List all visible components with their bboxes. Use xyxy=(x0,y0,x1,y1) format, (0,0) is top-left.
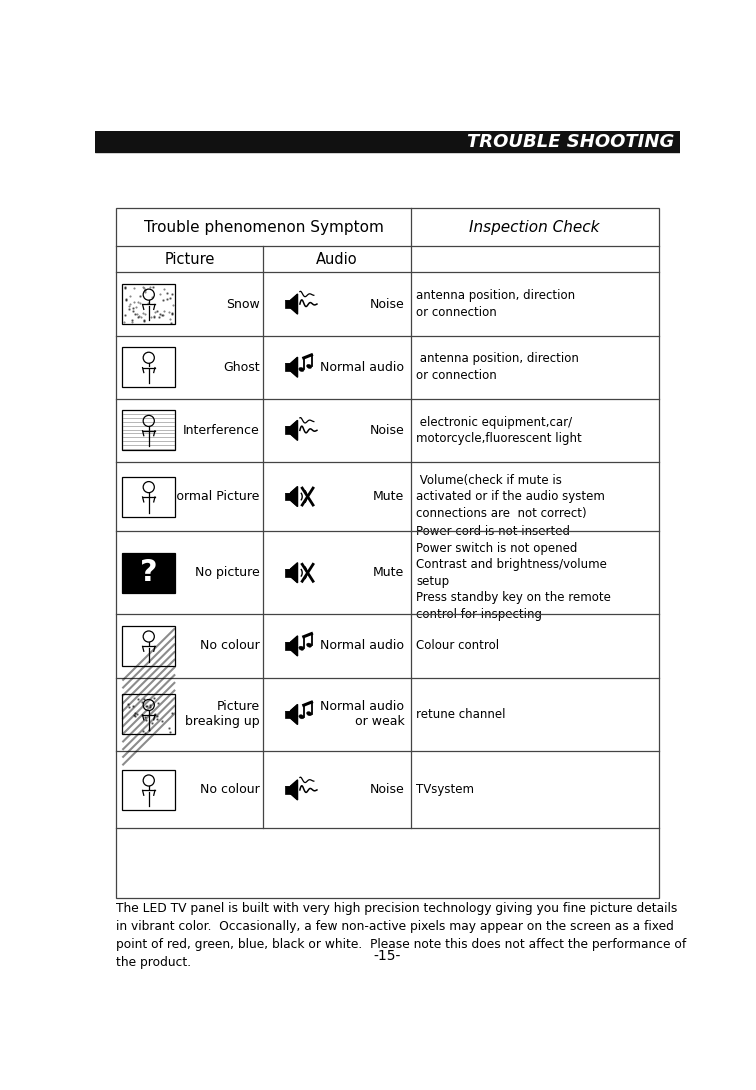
Text: Normal audio: Normal audio xyxy=(321,361,404,374)
Text: Mute: Mute xyxy=(373,490,404,504)
Text: Volume(check if mute is
activated or if the audio system
connections are  not co: Volume(check if mute is activated or if … xyxy=(416,473,605,520)
Bar xyxy=(285,786,290,794)
Text: Picture: Picture xyxy=(165,252,215,267)
Text: electronic equipment,car/
motorcycle,fluorescent light: electronic equipment,car/ motorcycle,flu… xyxy=(416,415,582,445)
Bar xyxy=(285,493,290,500)
Bar xyxy=(285,642,290,650)
Bar xyxy=(122,476,175,517)
Ellipse shape xyxy=(307,364,311,368)
Polygon shape xyxy=(290,486,298,507)
Text: Audio: Audio xyxy=(316,252,358,267)
Bar xyxy=(122,410,175,450)
Ellipse shape xyxy=(299,367,304,372)
Polygon shape xyxy=(290,294,298,314)
Bar xyxy=(122,284,175,324)
Text: No picture: No picture xyxy=(195,567,259,579)
Bar xyxy=(122,348,175,387)
Text: Noise: Noise xyxy=(370,784,404,797)
Polygon shape xyxy=(290,421,298,440)
Text: Noise: Noise xyxy=(370,424,404,437)
Text: Normal Picture: Normal Picture xyxy=(167,490,259,504)
Text: Interference: Interference xyxy=(183,424,259,437)
Bar xyxy=(285,300,290,307)
Bar xyxy=(94,131,680,153)
Text: TVsystem: TVsystem xyxy=(416,784,474,797)
Polygon shape xyxy=(290,358,298,377)
Text: retune channel: retune channel xyxy=(416,708,506,720)
Text: antenna position, direction
or connection: antenna position, direction or connectio… xyxy=(416,289,575,318)
Ellipse shape xyxy=(307,712,311,716)
Ellipse shape xyxy=(299,646,304,651)
Text: Trouble phenomenon Symptom: Trouble phenomenon Symptom xyxy=(144,219,383,234)
Text: antenna position, direction
or connection: antenna position, direction or connectio… xyxy=(416,352,579,381)
Text: Picture
breaking up: Picture breaking up xyxy=(185,701,259,728)
Polygon shape xyxy=(290,635,298,656)
Text: Snow: Snow xyxy=(226,298,259,311)
Text: ?: ? xyxy=(140,558,157,588)
Text: The LED TV panel is built with very high precision technology giving you fine pi: The LED TV panel is built with very high… xyxy=(116,903,686,969)
Text: Colour control: Colour control xyxy=(416,640,499,653)
Ellipse shape xyxy=(307,643,311,647)
Text: No colour: No colour xyxy=(200,640,259,653)
Text: -15-: -15- xyxy=(373,949,401,964)
Polygon shape xyxy=(290,780,298,800)
Text: Normal audio: Normal audio xyxy=(321,640,404,653)
Bar xyxy=(285,363,290,371)
Text: No colour: No colour xyxy=(200,784,259,797)
Text: Inspection Check: Inspection Check xyxy=(469,219,600,234)
Bar xyxy=(116,208,658,898)
Polygon shape xyxy=(290,704,298,725)
Bar xyxy=(122,694,175,735)
Text: Power cord is not inserted
Power switch is not opened
Contrast and brightness/vo: Power cord is not inserted Power switch … xyxy=(416,525,611,620)
Ellipse shape xyxy=(299,715,304,718)
Bar xyxy=(122,626,175,666)
Text: Normal audio
or weak: Normal audio or weak xyxy=(321,701,404,728)
Text: Noise: Noise xyxy=(370,298,404,311)
Bar xyxy=(285,426,290,434)
Text: TROUBLE SHOOTING: TROUBLE SHOOTING xyxy=(467,133,674,150)
Bar xyxy=(285,569,290,577)
Bar xyxy=(122,553,175,593)
Bar xyxy=(122,770,175,810)
Polygon shape xyxy=(290,562,298,583)
Bar xyxy=(285,711,290,718)
Text: Ghost: Ghost xyxy=(223,361,259,374)
Text: Mute: Mute xyxy=(373,567,404,579)
